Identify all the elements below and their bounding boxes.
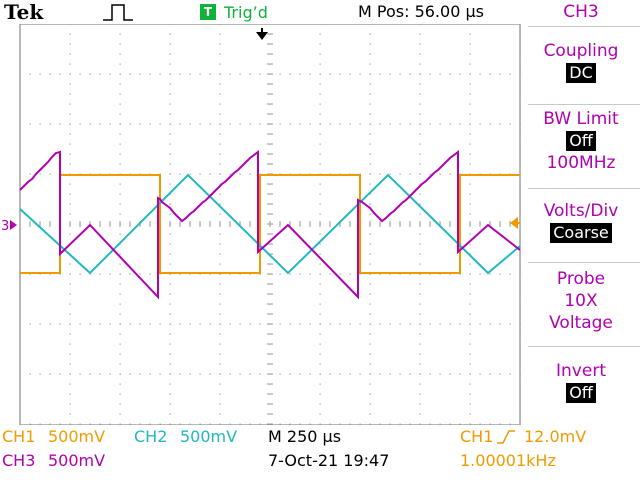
trigger-status: T Trig’d [200, 1, 268, 23]
channel-side-menu: CH3 Coupling DC BW Limit Off 100MHz Volt… [522, 0, 640, 425]
side-menu-title: CH3 [563, 2, 599, 22]
ch2-scale: 500mV [180, 427, 238, 446]
trigger-status-text: Trig’d [224, 2, 268, 22]
ch1-scale: 500mV [48, 427, 106, 446]
trigger-source: CH1 [460, 427, 494, 446]
menu-divider [528, 26, 640, 27]
trigger-position-arrow-icon [256, 28, 268, 40]
menu-divider [528, 188, 640, 189]
date-time: 7-Oct-21 19:47 [268, 451, 390, 470]
trigger-status-icon: T [200, 4, 216, 20]
probe-type: Voltage [549, 313, 613, 333]
bw-limit-value: Off [566, 131, 596, 151]
bottom-status-bar: CH1 500mV CH2 500mV M 250 µs CH1 12.0mV … [0, 425, 640, 480]
ch2-waveform [19, 173, 521, 275]
acquire-pulse-icon [103, 4, 133, 21]
coupling-label: Coupling [543, 41, 619, 61]
frequency-readout: 1.00001kHz [460, 451, 556, 470]
channel3-ground-marker-icon [10, 220, 17, 230]
probe-attenuation: 10X [564, 291, 598, 311]
waveform-graticule: 3 [1, 24, 521, 425]
menu-divider [528, 262, 640, 263]
ch3-scale: 500mV [48, 451, 106, 470]
bw-limit-button[interactable]: BW Limit Off 100MHz [522, 108, 640, 174]
trigger-level-arrow-icon [510, 217, 520, 229]
channel3-ground-marker: 3 [1, 219, 17, 234]
bw-limit-frequency: 100MHz [546, 153, 616, 173]
graticule-grid [19, 24, 521, 425]
volts-div-button[interactable]: Volts/Div Coarse [522, 200, 640, 244]
ch3-waveform [19, 150, 521, 300]
waveform-display: 3 [0, 24, 522, 425]
volts-div-label: Volts/Div [543, 201, 619, 221]
trigger-level: 12.0mV [524, 427, 587, 446]
volts-div-value: Coarse [550, 223, 612, 243]
rising-edge-icon [497, 430, 515, 444]
top-status-bar: Tek T Trig’d M Pos: 56.00 µs [0, 0, 640, 24]
menu-divider [528, 104, 640, 105]
bw-limit-label: BW Limit [543, 109, 619, 129]
probe-button[interactable]: Probe 10X Voltage [522, 268, 640, 334]
timebase-readout: M 250 µs [268, 427, 342, 446]
menu-divider [528, 346, 640, 347]
ch3-label: CH3 [2, 451, 36, 470]
probe-label: Probe [556, 269, 606, 289]
ch1-label: CH1 [2, 427, 36, 446]
coupling-button[interactable]: Coupling DC [522, 40, 640, 84]
coupling-value: DC [566, 63, 596, 83]
invert-label: Invert [556, 361, 606, 381]
invert-value: Off [566, 383, 596, 403]
brand-logo: Tek [4, 0, 44, 24]
channel3-marker-label: 3 [1, 219, 9, 234]
horizontal-position-readout: M Pos: 56.00 µs [358, 2, 484, 21]
invert-button[interactable]: Invert Off [522, 360, 640, 404]
ch2-label: CH2 [134, 427, 168, 446]
